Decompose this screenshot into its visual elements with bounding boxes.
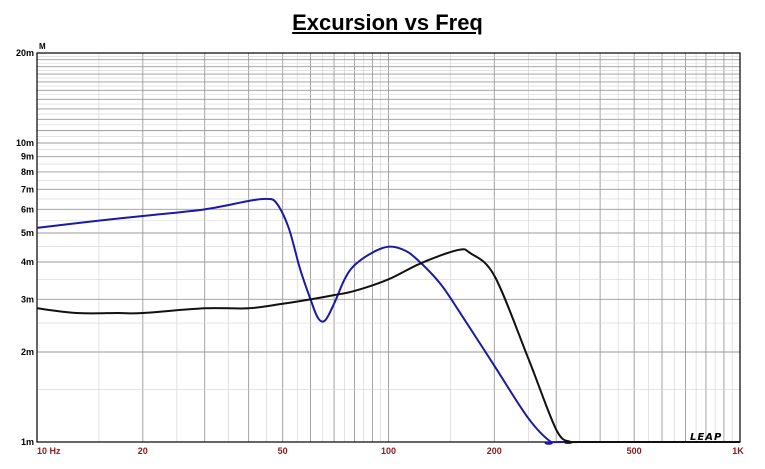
y-tick-label: 6m: [21, 204, 34, 214]
series-line-black: [36, 248, 740, 444]
y-tick-labels: 20m 10m 9m 8m 7m 6m 5m 4m 3m 2m 1m: [16, 48, 34, 447]
y-tick-label: 4m: [21, 257, 34, 267]
x-tick-label: 10 Hz: [37, 446, 61, 456]
y-tick-label: 7m: [21, 184, 34, 194]
x-tick-label: 500: [627, 446, 642, 456]
chart-title: Excursion vs Freq: [292, 10, 483, 35]
plot-frame: [36, 52, 741, 443]
y-tick-label: 2m: [21, 347, 34, 357]
y-tick-label: 20m: [16, 48, 34, 58]
y-tick-label: 9m: [21, 152, 34, 162]
grid: [37, 53, 740, 442]
x-tick-label: 100: [381, 446, 396, 456]
y-tick-label: 1m: [21, 437, 34, 447]
leap-logo: LEAP: [690, 432, 722, 443]
y-axis-unit: M: [39, 42, 46, 51]
series-line-blue: [36, 197, 740, 445]
y-tick-label: 3m: [21, 294, 34, 304]
y-tick-label: 5m: [21, 228, 34, 238]
x-tick-labels: 10 Hz 20 50 100 200 500 1K: [37, 446, 744, 456]
x-tick-label: 50: [278, 446, 288, 456]
x-tick-label: 200: [487, 446, 502, 456]
y-tick-label: 8m: [21, 167, 34, 177]
x-tick-label: 1K: [732, 446, 744, 456]
x-tick-label: 20: [138, 446, 148, 456]
plot-border: [36, 52, 741, 443]
series-layer: [36, 197, 740, 445]
y-tick-label: 10m: [16, 138, 34, 148]
